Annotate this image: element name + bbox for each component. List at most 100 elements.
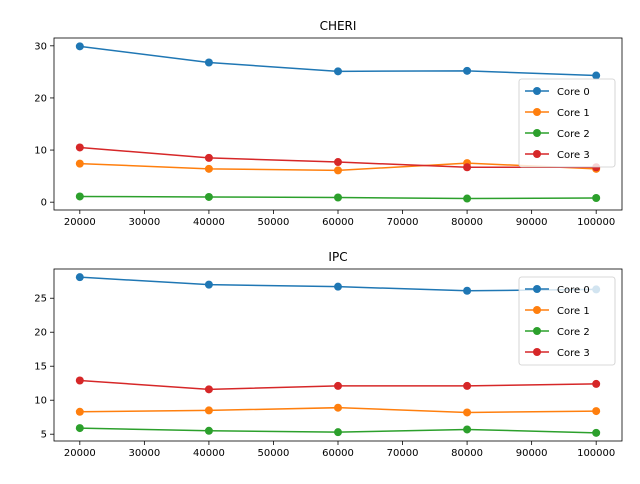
axes-frame: [53, 37, 623, 211]
data-point: [334, 403, 342, 412]
x-tick-label: 50000: [258, 217, 290, 228]
series-core-2: [75, 424, 601, 437]
data-point: [463, 286, 472, 295]
data-point: [463, 66, 472, 75]
x-tick-label: 40000: [193, 217, 225, 228]
data-point: [204, 164, 213, 173]
x-tick-label: 70000: [387, 448, 419, 459]
x-tick-label: 70000: [387, 217, 419, 228]
legend-marker: [533, 285, 541, 293]
data-point: [334, 158, 342, 167]
series-core-3: [75, 143, 601, 172]
legend-marker: [533, 129, 541, 137]
y-tick-label: 30: [34, 41, 47, 52]
chart-title: IPC: [328, 250, 347, 264]
data-point: [75, 424, 84, 433]
data-point: [204, 58, 213, 67]
y-tick-label: 15: [34, 362, 47, 373]
legend-entry: Core 0: [525, 87, 590, 98]
legend-marker: [533, 108, 541, 116]
data-point: [75, 42, 84, 51]
data-point: [592, 71, 601, 80]
series-core-2: [75, 192, 601, 203]
legend: Core 0 Core 1 Core 2 Core 3: [518, 276, 616, 366]
x-tick-label: 60000: [322, 448, 354, 459]
data-point: [75, 159, 84, 168]
data-point: [592, 194, 601, 203]
data-point: [204, 192, 213, 201]
chart-panel-2: IPC 20000 30000 40000 50000 60000 70000 80000 90…: [34, 250, 623, 459]
data-point: [204, 153, 213, 162]
legend-entry: Core 0: [525, 285, 590, 296]
legend-label: Core 3: [557, 348, 590, 359]
legend-box: [518, 276, 616, 366]
data-point: [334, 282, 342, 291]
data-point: [463, 194, 472, 203]
data-point: [204, 385, 213, 394]
x-tick-label: 100000: [577, 448, 615, 459]
data-point: [75, 273, 84, 282]
data-point: [592, 428, 601, 437]
legend-marker: [533, 87, 541, 95]
y-tick-label: 5: [41, 430, 47, 441]
legend-entry: Core 3: [525, 150, 590, 161]
chart-panel-1: CHERI 20000 30000 40000 50000 60000 70000 80000…: [34, 19, 623, 228]
x-tick-label: 60000: [322, 217, 354, 228]
data-point: [592, 379, 601, 388]
legend-label: Core 0: [557, 285, 590, 296]
y-tick-label: 25: [34, 294, 47, 305]
x-tick-label: 20000: [64, 217, 96, 228]
y-tick-label: 10: [34, 396, 47, 407]
legend-label: Core 3: [557, 150, 590, 161]
data-point: [75, 192, 84, 201]
x-tick-label: 90000: [516, 448, 548, 459]
legend-marker: [533, 348, 541, 356]
y-tick-label: 0: [41, 198, 47, 209]
legend: Core 0 Core 1 Core 2 Core 3: [518, 78, 616, 168]
x-tick-label: 90000: [516, 217, 548, 228]
data-point: [75, 376, 84, 385]
data-point: [75, 407, 84, 416]
data-point: [463, 381, 472, 390]
data-point: [334, 67, 342, 76]
chart-title: CHERI: [320, 19, 357, 33]
data-point: [204, 280, 213, 289]
x-tick-label: 30000: [128, 217, 160, 228]
legend-marker: [533, 306, 541, 314]
data-point: [334, 166, 342, 175]
data-point: [463, 408, 472, 417]
legend-label: Core 1: [557, 306, 590, 317]
data-point: [592, 407, 601, 416]
legend-label: Core 0: [557, 87, 590, 98]
x-tick-label: 20000: [64, 448, 96, 459]
legend-label: Core 2: [557, 327, 590, 338]
data-point: [75, 143, 84, 152]
x-tick-label: 80000: [451, 217, 483, 228]
x-tick-label: 40000: [193, 448, 225, 459]
y-tick-label: 20: [34, 93, 47, 104]
series-core-0: [75, 42, 601, 80]
axes-frame: [53, 268, 623, 442]
legend-entry: Core 3: [525, 348, 590, 359]
x-tick-label: 80000: [451, 448, 483, 459]
legend-entry: Core 2: [525, 327, 590, 338]
legend-entry: Core 1: [525, 306, 590, 317]
data-point: [334, 428, 342, 437]
x-tick-label: 100000: [577, 217, 615, 228]
series-core-3: [75, 376, 601, 394]
legend-entry: Core 1: [525, 108, 590, 119]
data-point: [204, 406, 213, 415]
y-tick-label: 10: [34, 146, 47, 157]
legend-marker: [533, 327, 541, 335]
data-point: [204, 426, 213, 435]
legend-entry: Core 2: [525, 129, 590, 140]
data-point: [334, 193, 342, 202]
data-point: [463, 163, 472, 172]
x-tick-label: 50000: [258, 448, 290, 459]
legend-marker: [533, 150, 541, 158]
legend-label: Core 1: [557, 108, 590, 119]
series-core-1: [75, 403, 601, 417]
legend-label: Core 2: [557, 129, 590, 140]
data-point: [334, 381, 342, 390]
